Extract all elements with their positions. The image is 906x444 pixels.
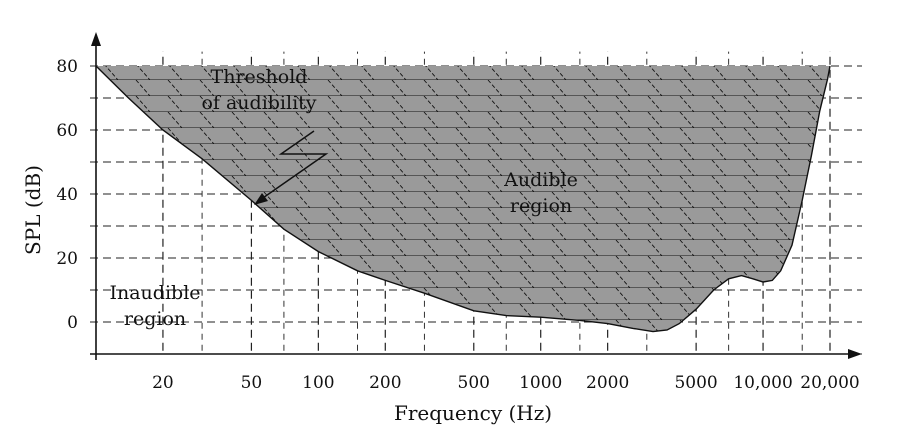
tick-labels: 20 50 100 200 500 1000 2000 5000 10,000 20,000 0 20… [56, 57, 859, 393]
y-tick-label: 40 [56, 185, 78, 205]
x-tick-label: 200 [369, 373, 401, 393]
x-tick-label: 20,000 [800, 373, 859, 393]
y-tick-label: 0 [67, 313, 78, 333]
inaudible-region-label-line: region [124, 308, 186, 330]
audible-region-label-line: Audible [503, 169, 578, 191]
x-axis-arrow [848, 349, 862, 359]
x-tick-label: 10,000 [733, 373, 792, 393]
audible-region-label-line: region [510, 195, 572, 217]
threshold-label-line: Threshold [211, 66, 308, 88]
y-axis-title: SPL (dB) [21, 165, 45, 255]
threshold-pointer-line [259, 130, 329, 201]
x-tick-label: 500 [458, 373, 490, 393]
x-tick-label: 1000 [519, 373, 562, 393]
x-axis-title: Frequency (Hz) [394, 401, 552, 425]
x-tick-label: 20 [152, 373, 174, 393]
audible-region-label: Audible region [503, 169, 578, 217]
inaudible-region-label: Inaudible region [109, 282, 200, 330]
x-tick-label: 5000 [674, 373, 717, 393]
audible-region [95, 65, 831, 333]
threshold-label-line: of audibility [201, 92, 316, 114]
threshold-pointer-arrowhead [254, 193, 268, 205]
y-tick-label: 60 [56, 121, 78, 141]
audible-region-hatch [96, 66, 830, 332]
axes [90, 32, 862, 360]
x-tick-label: 100 [302, 373, 334, 393]
x-tick-label: 50 [241, 373, 263, 393]
y-axis-arrow [91, 32, 101, 46]
y-tick-label: 80 [56, 57, 78, 77]
threshold-curve [95, 65, 831, 333]
x-tick-label: 2000 [586, 373, 629, 393]
y-tick-label: 20 [56, 249, 78, 269]
threshold-label: Threshold of audibility [201, 66, 316, 114]
inaudible-region-label-line: Inaudible [109, 282, 200, 304]
